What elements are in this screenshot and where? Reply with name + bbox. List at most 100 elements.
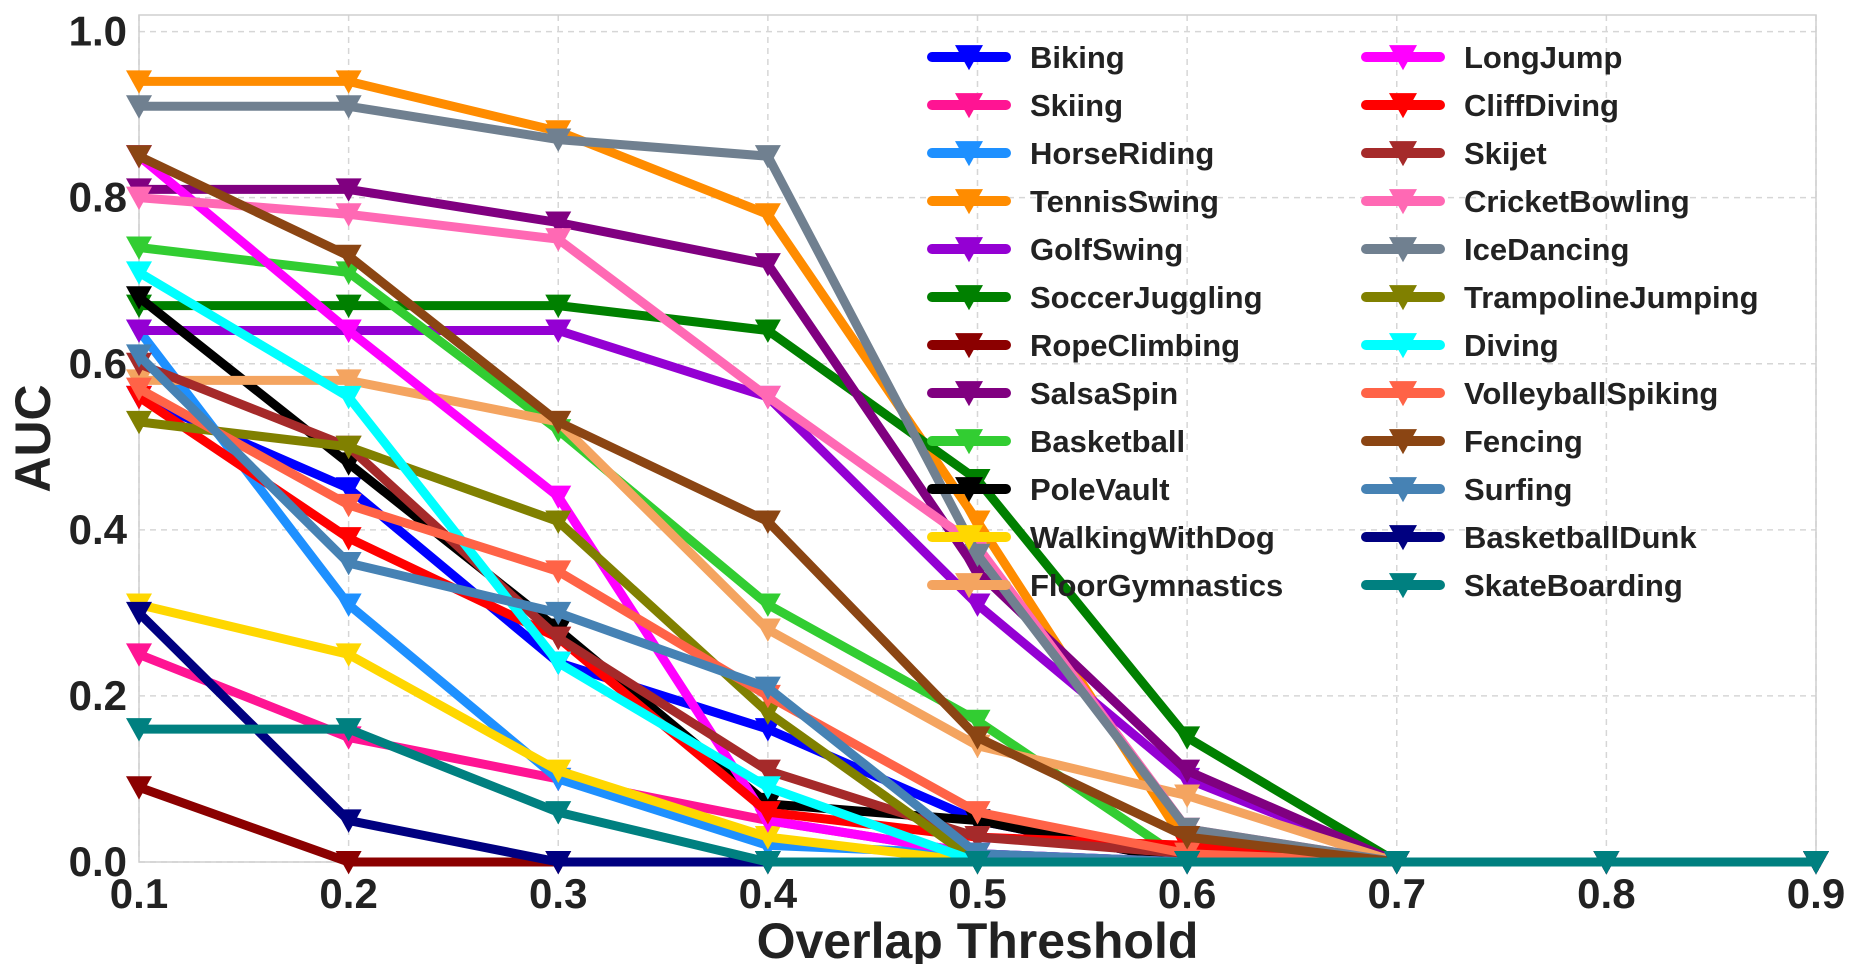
data-point — [126, 319, 152, 343]
y-tick-label: 0.4 — [69, 506, 128, 553]
legend: Biking Skiing HorseRiding TennisSwing GolfSw… — [927, 40, 1759, 603]
data-point — [964, 826, 991, 850]
legend-label: SalsaSpin — [1030, 376, 1178, 411]
data-point — [335, 477, 362, 501]
data-point — [545, 294, 572, 318]
data-point — [754, 759, 781, 784]
data-point — [1174, 826, 1201, 850]
legend-marker — [955, 285, 983, 311]
data-point — [335, 261, 362, 285]
data-point — [335, 385, 362, 410]
y-tick-label: 0.6 — [69, 340, 127, 387]
legend-marker — [955, 189, 983, 215]
data-point — [335, 850, 362, 875]
data-point — [754, 385, 781, 410]
data-point — [1174, 726, 1201, 750]
data-point — [335, 95, 362, 119]
data-point — [126, 236, 152, 260]
legend-label: Skijet — [1464, 136, 1547, 171]
legend-item-cricketbowling: CricketBowling — [1361, 184, 1690, 219]
legend-item-basketball: Basketball — [927, 424, 1185, 459]
legend-marker — [955, 525, 983, 551]
data-point — [754, 145, 781, 169]
legend-label: IceDancing — [1464, 232, 1629, 267]
data-point — [126, 95, 152, 119]
x-tick-label: 0.1 — [110, 870, 168, 917]
series-layer — [126, 70, 1829, 875]
data-point — [754, 510, 781, 534]
legend-marker — [1389, 525, 1417, 551]
data-point — [754, 701, 781, 725]
series-skateboarding — [126, 718, 1829, 875]
data-point — [335, 809, 362, 833]
legend-marker — [1389, 381, 1417, 407]
x-tick-label: 0.4 — [739, 870, 798, 917]
data-point — [126, 601, 152, 626]
legend-item-floorgymnastics: FloorGymnastics — [927, 568, 1283, 603]
data-point — [126, 377, 152, 402]
y-axis-label: AUC — [5, 384, 61, 492]
legend-marker — [1389, 429, 1417, 455]
legend-label: GolfSwing — [1030, 232, 1183, 267]
x-tick-label: 0.7 — [1368, 870, 1426, 917]
data-point — [964, 850, 991, 875]
data-point — [545, 759, 572, 784]
legend-marker — [955, 45, 983, 71]
legend-marker — [1389, 189, 1417, 215]
data-point — [335, 527, 362, 551]
data-point — [335, 70, 362, 94]
data-point — [335, 244, 362, 269]
legend-label: Surfing — [1464, 472, 1573, 507]
data-point — [126, 70, 152, 94]
legend-label: SkateBoarding — [1464, 568, 1683, 603]
data-point — [754, 718, 781, 742]
x-tick-label: 0.3 — [529, 870, 587, 917]
data-point — [964, 593, 991, 617]
data-point — [126, 145, 152, 169]
legend-label: SoccerJuggling — [1030, 280, 1263, 315]
legend-marker — [955, 477, 983, 503]
legend-marker — [1389, 93, 1417, 119]
data-point — [126, 186, 152, 211]
legend-item-diving: Diving — [1361, 328, 1559, 363]
legend-marker — [955, 429, 983, 455]
data-point — [335, 552, 362, 576]
legend-marker — [1389, 573, 1417, 599]
data-point — [545, 510, 572, 534]
data-point — [1174, 850, 1201, 875]
data-point — [754, 593, 781, 617]
data-point — [126, 410, 152, 435]
data-point — [964, 543, 991, 568]
data-point — [545, 651, 572, 676]
x-tick-label: 0.8 — [1577, 870, 1635, 917]
data-point — [545, 319, 572, 343]
legend-item-icedancing: IceDancing — [1361, 232, 1629, 267]
data-point — [754, 618, 781, 642]
legend-label: VolleyballSpiking — [1464, 376, 1718, 411]
x-tick-label: 0.6 — [1158, 870, 1216, 917]
legend-label: Biking — [1030, 40, 1125, 75]
data-point — [1383, 850, 1410, 875]
legend-marker — [955, 381, 983, 407]
data-point — [126, 718, 152, 742]
data-point — [754, 850, 781, 875]
legend-item-skiing: Skiing — [927, 88, 1123, 123]
data-point — [335, 493, 362, 518]
legend-label: HorseRiding — [1030, 136, 1214, 171]
legend-item-basketballdunk: BasketballDunk — [1361, 520, 1697, 555]
legend-label: TrampolineJumping — [1464, 280, 1759, 315]
data-point — [545, 801, 572, 825]
legend-item-biking: Biking — [927, 40, 1125, 75]
data-point — [126, 344, 152, 368]
legend-label: WalkingWithDog — [1030, 520, 1275, 555]
x-tick-label: 0.5 — [948, 870, 1006, 917]
data-point — [964, 801, 991, 825]
legend-item-horseriding: HorseRiding — [927, 136, 1214, 171]
legend-item-soccerjuggling: SoccerJuggling — [927, 280, 1263, 315]
data-point — [1174, 759, 1201, 784]
legend-label: CliffDiving — [1464, 88, 1619, 123]
data-point — [545, 850, 572, 875]
legend-item-trampolinejumping: TrampolineJumping — [1361, 280, 1759, 315]
x-axis-label: Overlap Threshold — [757, 913, 1199, 964]
